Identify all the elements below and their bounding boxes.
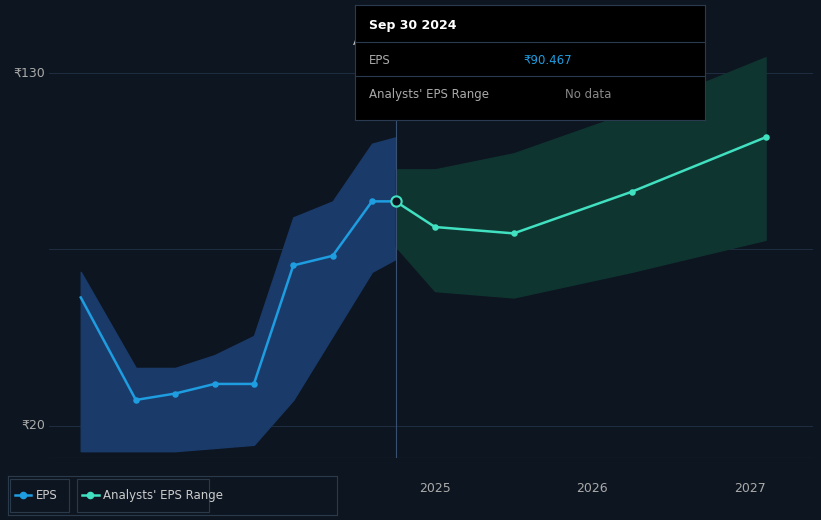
Text: 2023: 2023: [104, 482, 136, 495]
Bar: [77, 479, 209, 512]
Point: [507, 229, 521, 238]
Point: [208, 380, 221, 388]
Text: 2027: 2027: [734, 482, 766, 495]
Point: [84, 491, 97, 499]
Point: [389, 197, 402, 205]
Point: [365, 197, 378, 205]
Text: 2026: 2026: [576, 482, 608, 495]
Point: [247, 380, 260, 388]
Text: 2025: 2025: [419, 482, 451, 495]
Point: [129, 396, 142, 404]
Point: [759, 133, 772, 141]
Text: Sep 30 2024: Sep 30 2024: [369, 19, 456, 32]
Point: [429, 223, 442, 231]
Text: Analysts Forecasts: Analysts Forecasts: [403, 35, 520, 48]
Point: [168, 389, 181, 398]
Text: Analysts' EPS Range: Analysts' EPS Range: [369, 88, 489, 101]
Text: EPS: EPS: [36, 489, 57, 502]
Text: ₹90.467: ₹90.467: [523, 54, 571, 67]
Point: [326, 252, 339, 260]
Point: [625, 188, 638, 196]
Text: ₹130: ₹130: [14, 67, 45, 80]
Point: [287, 261, 300, 269]
Bar: [10, 479, 69, 512]
Text: ₹20: ₹20: [21, 419, 45, 432]
Text: Actual: Actual: [352, 35, 392, 48]
Text: 2024: 2024: [262, 482, 293, 495]
Text: EPS: EPS: [369, 54, 391, 67]
Point: [16, 491, 30, 499]
Text: Analysts' EPS Range: Analysts' EPS Range: [103, 489, 223, 502]
Text: No data: No data: [565, 88, 612, 101]
